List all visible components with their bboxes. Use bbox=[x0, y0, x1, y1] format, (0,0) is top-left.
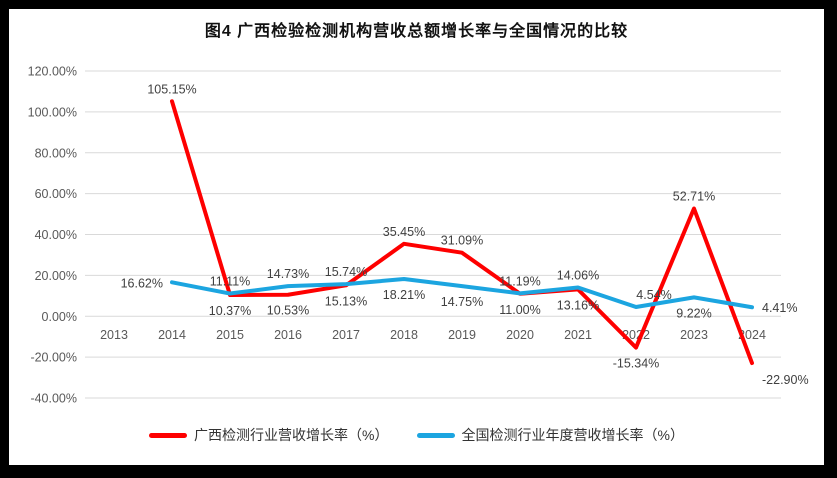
data-label: 10.37% bbox=[209, 304, 251, 318]
data-label: 31.09% bbox=[441, 234, 483, 248]
x-tick-label: 2024 bbox=[738, 328, 766, 342]
series-line-guangxi bbox=[170, 99, 754, 366]
data-label: 10.53% bbox=[267, 304, 309, 318]
legend-marker-guangxi bbox=[149, 432, 188, 438]
legend-label-national: 全国检测行业年度营收增长率（%） bbox=[461, 427, 684, 443]
data-label: 13.16% bbox=[557, 298, 599, 312]
x-tick-label: 2016 bbox=[274, 328, 302, 342]
data-label: 16.62% bbox=[121, 276, 163, 290]
data-label: 15.74% bbox=[325, 265, 367, 279]
data-label: 52.71% bbox=[673, 190, 715, 204]
x-tick-label: 2021 bbox=[564, 328, 592, 342]
legend: 广西检测行业营收增长率（%） 全国检测行业年度营收增长率（%） bbox=[9, 425, 824, 445]
legend-item-guangxi: 广西检测行业营收增长率（%） bbox=[149, 425, 389, 445]
y-tick-label: 40.00% bbox=[35, 228, 77, 242]
x-tick-label: 2019 bbox=[448, 328, 476, 342]
data-label: 105.15% bbox=[147, 82, 196, 96]
line-chart: 120.00% 100.00% 80.00% 60.00% 40.00% 20.00% 0.… bbox=[28, 65, 809, 406]
data-label: -22.90% bbox=[762, 373, 809, 387]
y-tick-label: 100.00% bbox=[28, 105, 77, 119]
y-tick-label: 80.00% bbox=[35, 146, 77, 160]
data-label: 11.11% bbox=[210, 275, 251, 289]
data-label: 14.73% bbox=[267, 267, 309, 281]
data-label: 14.06% bbox=[557, 269, 599, 283]
y-tick-label: -20.00% bbox=[30, 351, 77, 365]
data-label: 4.54% bbox=[636, 288, 671, 302]
data-label: 15.13% bbox=[325, 294, 367, 308]
x-tick-label: 2018 bbox=[390, 328, 418, 342]
x-tick-label: 2020 bbox=[506, 328, 534, 342]
chart-canvas: 图4 广西检验检测机构营收总额增长率与全国情况的比较 120.00% 100.00… bbox=[9, 9, 824, 465]
data-label: 18.21% bbox=[383, 288, 425, 302]
data-label: -15.34% bbox=[613, 357, 660, 371]
x-tick-label: 2014 bbox=[158, 328, 186, 342]
y-tick-label: 60.00% bbox=[35, 187, 77, 201]
legend-label-guangxi: 广西检测行业营收增长率（%） bbox=[194, 427, 389, 443]
data-label: 4.41% bbox=[762, 301, 797, 315]
y-tick-label: 20.00% bbox=[35, 269, 77, 283]
data-label: 11.19% bbox=[499, 274, 540, 288]
x-tick-label: 2017 bbox=[332, 328, 360, 342]
legend-marker-national bbox=[416, 432, 455, 438]
x-tick-label: 2023 bbox=[680, 328, 708, 342]
data-label: 35.45% bbox=[383, 225, 425, 239]
data-label: 9.22% bbox=[676, 306, 711, 320]
legend-item-national: 全国检测行业年度营收增长率（%） bbox=[416, 425, 684, 445]
y-tick-label: 0.00% bbox=[42, 310, 77, 324]
data-label: 11.00% bbox=[499, 303, 540, 317]
x-tick-label: 2015 bbox=[216, 328, 244, 342]
chart-title: 图4 广西检验检测机构营收总额增长率与全国情况的比较 bbox=[204, 23, 629, 40]
y-tick-label: 120.00% bbox=[28, 65, 77, 79]
y-tick-label: -40.00% bbox=[30, 392, 77, 406]
x-tick-label: 2013 bbox=[100, 328, 128, 342]
data-label: 14.75% bbox=[441, 295, 483, 309]
series-line-national bbox=[170, 277, 754, 310]
